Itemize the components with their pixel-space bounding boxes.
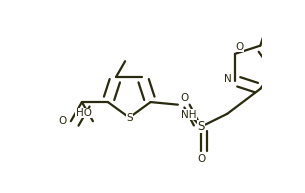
Text: S: S [126,113,133,123]
Text: HO: HO [76,108,92,118]
Text: O: O [197,154,205,164]
Text: O: O [59,116,67,126]
Text: S: S [198,120,205,133]
Text: NH: NH [181,110,197,120]
Text: N: N [224,74,231,84]
Text: O: O [180,93,188,103]
Text: O: O [235,42,244,52]
